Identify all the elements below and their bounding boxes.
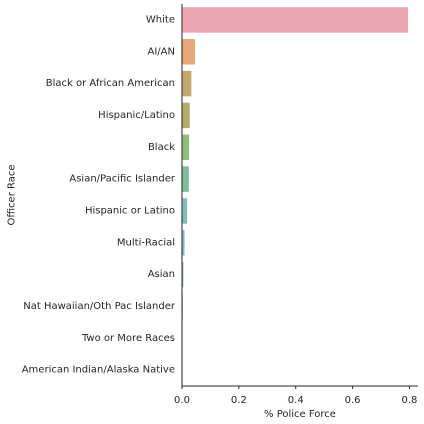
x-tick-label-1: 0.2 [231,395,247,406]
y-tick-label-0: White [146,14,175,25]
y-tick-label-11: American Indian/Alaska Native [22,365,175,376]
x-axis-label: % Police Force [264,409,336,420]
bar-6 [182,198,188,224]
y-tick-label-3: Hispanic/Latino [98,110,175,121]
y-tick-label-7: Multi-Racial [117,237,175,248]
y-tick-label-4: Black [148,142,175,153]
y-tick-label-2: Black or African American [46,78,175,89]
bar-3 [182,102,190,129]
y-tick-label-5: Asian/Pacific Islander [69,174,176,185]
bars-group [182,7,409,383]
bar-1 [182,39,196,65]
y-tick-labels: White AI/AN Black or African American Hispa… [22,14,176,375]
y-tick-label-8: Asian [148,269,175,280]
y-axis-label: Officer Race [7,165,18,226]
x-tick-label-2: 0.4 [288,395,304,406]
bar-0 [182,7,409,33]
bar-2 [182,70,192,97]
y-tick-label-1: AI/AN [148,46,175,57]
x-tick-label-3: 0.6 [345,395,361,406]
y-tick-label-9: Nat Hawaiian/Oth Pac Islander [23,301,176,312]
bar-4 [182,134,190,160]
x-tick-label-0: 0.0 [174,395,190,406]
y-tick-label-6: Hispanic or Latino [85,205,175,216]
x-tick-label-4: 0.8 [402,395,418,406]
bar-8 [182,261,184,288]
bar-7 [182,230,185,256]
x-ticks: 0.0 0.2 0.4 0.6 0.8 [174,386,417,406]
bar-5 [182,166,189,192]
y-tick-label-10: Two or More Races [81,333,175,344]
